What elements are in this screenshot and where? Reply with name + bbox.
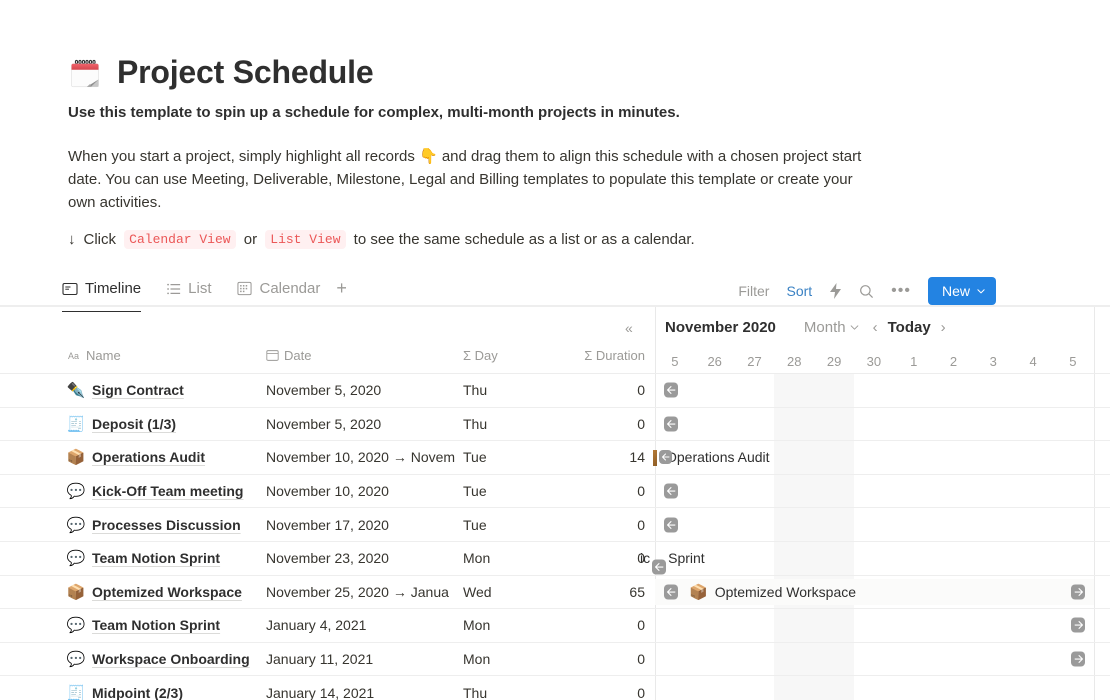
svg-text:Aa: Aa (68, 351, 79, 361)
